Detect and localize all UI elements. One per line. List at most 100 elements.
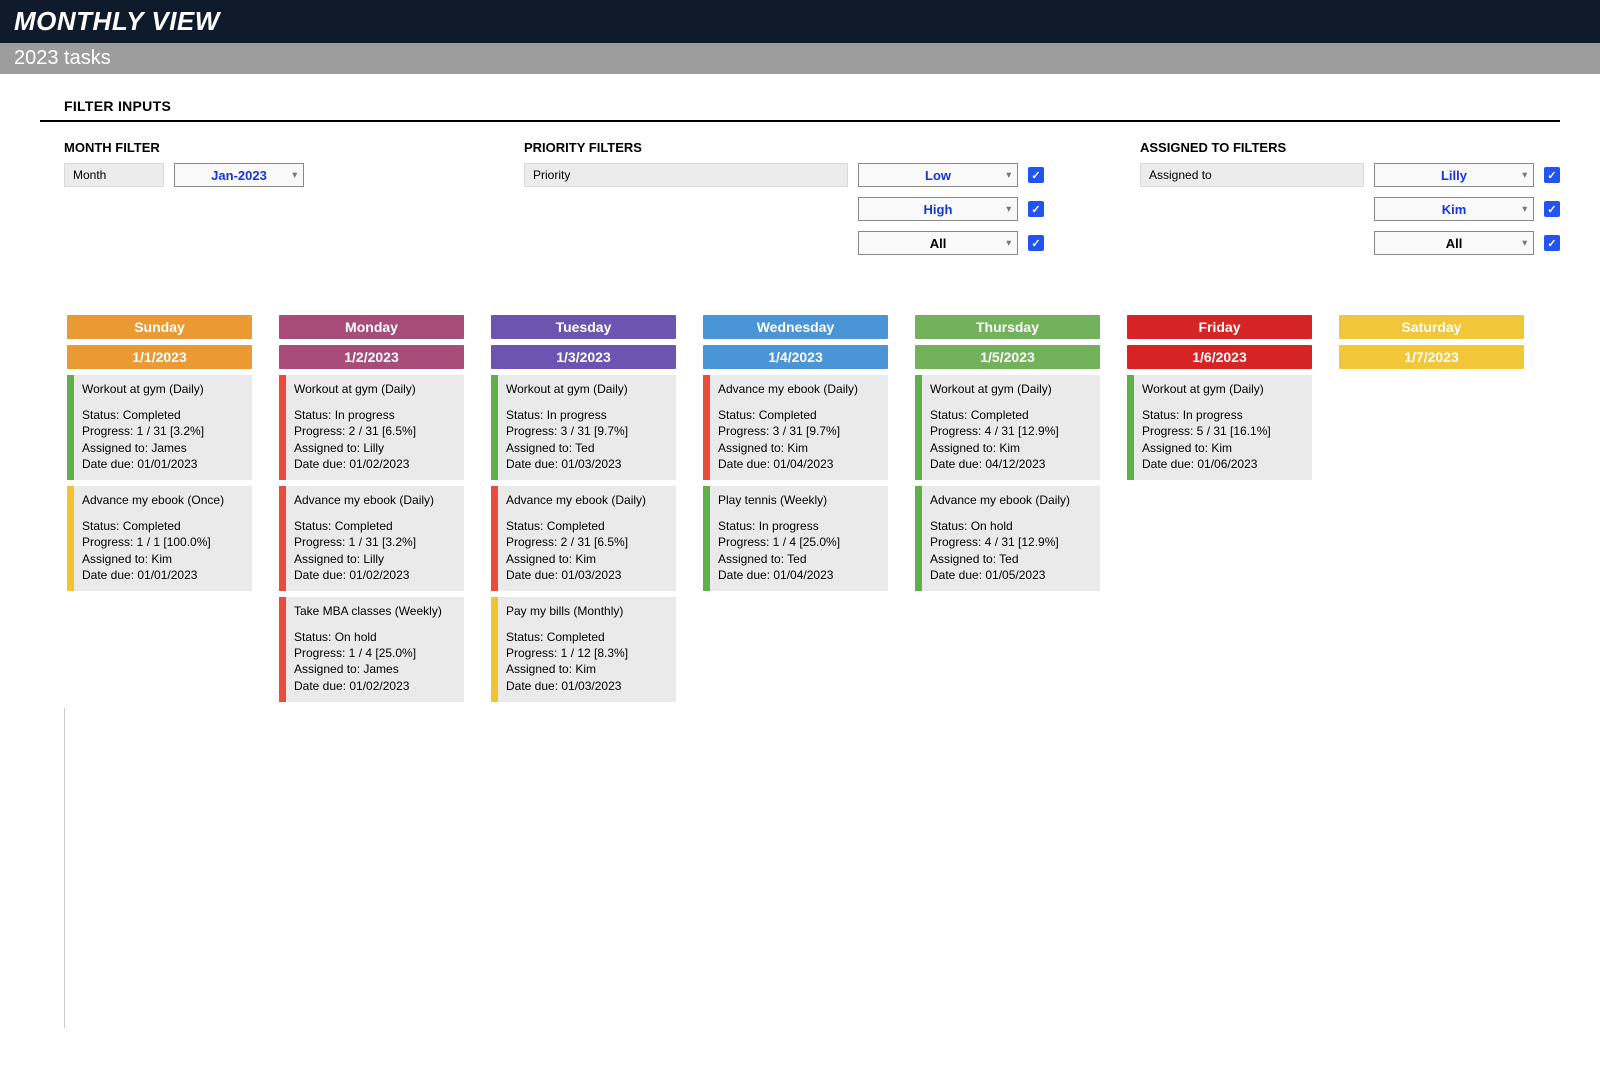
assigned-checkbox[interactable]: ✓: [1544, 235, 1560, 251]
month-filter-group: MONTH FILTER Month Jan-2023 ▾: [64, 140, 444, 265]
task-progress: Progress: 1 / 4 [25.0%]: [294, 645, 456, 661]
task-progress: Progress: 4 / 31 [12.9%]: [930, 423, 1092, 439]
priority-filter-line: All ▾ ✓: [524, 231, 1044, 255]
day-date: 1/5/2023: [915, 345, 1100, 369]
assigned-checkbox[interactable]: ✓: [1544, 201, 1560, 217]
task-body: Play tennis (Weekly)Status: In progressP…: [710, 486, 888, 591]
task-title: Advance my ebook (Daily): [506, 492, 668, 508]
assigned-filter-line: All▾ ✓: [1140, 231, 1560, 255]
task-card[interactable]: Workout at gym (Daily)Status: In progres…: [279, 375, 464, 480]
task-status-stripe: [67, 375, 74, 480]
task-progress: Progress: 2 / 31 [6.5%]: [506, 534, 668, 550]
chevron-down-icon: ▾: [292, 170, 297, 181]
task-card[interactable]: Advance my ebook (Daily)Status: Complete…: [491, 486, 676, 591]
task-card[interactable]: Advance my ebook (Daily)Status: Complete…: [703, 375, 888, 480]
assigned-filter-line: Assigned toLilly▾✓: [1140, 163, 1560, 187]
task-assigned: Assigned to: Kim: [82, 551, 244, 567]
vertical-rule: [64, 708, 1560, 1028]
day-column-friday: Friday 1/6/2023 Workout at gym (Daily)Stat…: [1124, 315, 1312, 480]
week-row: Sunday1/1/2023Workout at gym (Daily)Stat…: [40, 315, 1560, 702]
task-title: Advance my ebook (Once): [82, 492, 244, 508]
filter-section-title: FILTER INPUTS: [40, 92, 1560, 122]
task-card[interactable]: Play tennis (Weekly)Status: In progressP…: [703, 486, 888, 591]
priority-checkbox[interactable]: ✓: [1028, 167, 1044, 183]
task-title: Advance my ebook (Daily): [294, 492, 456, 508]
task-status-stripe: [703, 375, 710, 480]
task-progress: Progress: 3 / 31 [9.7%]: [506, 423, 668, 439]
task-status-stripe: [279, 486, 286, 591]
task-progress: Progress: 2 / 31 [6.5%]: [294, 423, 456, 439]
task-status: Status: Completed: [82, 407, 244, 423]
priority-filter-title: PRIORITY FILTERS: [524, 140, 1044, 155]
task-status: Status: On hold: [294, 629, 456, 645]
task-status-stripe: [491, 597, 498, 702]
day-header: Monday: [279, 315, 464, 339]
task-status-stripe: [915, 375, 922, 480]
task-title: Workout at gym (Daily): [1142, 381, 1304, 397]
assigned-checkbox[interactable]: ✓: [1544, 167, 1560, 183]
task-due: Date due: 01/03/2023: [506, 456, 668, 472]
task-body: Workout at gym (Daily)Status: CompletedP…: [74, 375, 252, 480]
task-status-stripe: [1127, 375, 1134, 480]
priority-select-value: High: [924, 202, 953, 217]
assigned-select[interactable]: Lilly ▾: [1374, 163, 1534, 187]
task-card[interactable]: Take MBA classes (Weekly)Status: On hold…: [279, 597, 464, 702]
month-select[interactable]: Jan-2023 ▾: [174, 163, 304, 187]
page-subtitle: 2023 tasks: [0, 43, 1600, 74]
chevron-down-icon: ▾: [1522, 170, 1527, 181]
priority-select-value: All: [930, 236, 947, 251]
task-title: Advance my ebook (Daily): [718, 381, 880, 397]
task-card[interactable]: Advance my ebook (Daily) Status: Complete…: [279, 486, 464, 591]
assigned-select[interactable]: Kim▾: [1374, 197, 1534, 221]
task-title: Advance my ebook (Daily): [930, 492, 1092, 508]
task-card[interactable]: Pay my bills (Monthly)Status: CompletedP…: [491, 597, 676, 702]
task-status: Status: On hold: [930, 518, 1092, 534]
day-date: 1/2/2023: [279, 345, 464, 369]
assigned-filter-line: Kim▾ ✓: [1140, 197, 1560, 221]
priority-select[interactable]: All ▾: [858, 231, 1018, 255]
priority-filter-label: Priority: [524, 163, 848, 187]
task-card[interactable]: Advance my ebook (Daily)Status: On holdP…: [915, 486, 1100, 591]
task-body: Advance my ebook (Daily)Status: On holdP…: [922, 486, 1100, 591]
priority-select[interactable]: High▾: [858, 197, 1018, 221]
priority-checkbox[interactable]: ✓: [1028, 201, 1044, 217]
day-header: Saturday: [1339, 315, 1524, 339]
task-status-stripe: [491, 375, 498, 480]
day-date: 1/4/2023: [703, 345, 888, 369]
task-assigned: Assigned to: Kim: [718, 440, 880, 456]
assigned-select-value: Lilly: [1441, 168, 1467, 183]
task-progress: Progress: 1 / 4 [25.0%]: [718, 534, 880, 550]
task-assigned: Assigned to: Kim: [1142, 440, 1304, 456]
day-date: 1/6/2023: [1127, 345, 1312, 369]
task-body: Workout at gym (Daily)Status: In progres…: [1134, 375, 1312, 480]
task-title: Workout at gym (Daily): [506, 381, 668, 397]
task-assigned: Assigned to: Lilly: [294, 551, 456, 567]
task-progress: Progress: 3 / 31 [9.7%]: [718, 423, 880, 439]
assigned-filter-group: ASSIGNED TO FILTERS Assigned toLilly▾✓Ki…: [1140, 140, 1560, 265]
task-due: Date due: 04/12/2023: [930, 456, 1092, 472]
task-status: Status: In progress: [506, 407, 668, 423]
chevron-down-icon: ▾: [1006, 238, 1011, 249]
task-progress: Progress: 1 / 31 [3.2%]: [294, 534, 456, 550]
task-status: Status: Completed: [294, 518, 456, 534]
day-header: Friday: [1127, 315, 1312, 339]
task-due: Date due: 01/06/2023: [1142, 456, 1304, 472]
page-title: MONTHLY VIEW: [0, 0, 1600, 43]
task-card[interactable]: Advance my ebook (Once)Status: Completed…: [67, 486, 252, 591]
day-column-saturday: Saturday1/7/2023: [1336, 315, 1524, 369]
priority-select[interactable]: Low▾: [858, 163, 1018, 187]
task-card[interactable]: Workout at gym (Daily) Status: In progres…: [491, 375, 676, 480]
assigned-select[interactable]: All▾: [1374, 231, 1534, 255]
task-card[interactable]: Workout at gym (Daily)Status: In progres…: [1127, 375, 1312, 480]
task-card[interactable]: Workout at gym (Daily)Status: CompletedP…: [915, 375, 1100, 480]
task-progress: Progress: 5 / 31 [16.1%]: [1142, 423, 1304, 439]
task-card[interactable]: Workout at gym (Daily)Status: CompletedP…: [67, 375, 252, 480]
day-column-tuesday: Tuesday1/3/2023Workout at gym (Daily)Sta…: [488, 315, 676, 702]
day-date: 1/3/2023: [491, 345, 676, 369]
day-date: 1/1/2023: [67, 345, 252, 369]
task-assigned: Assigned to: Lilly: [294, 440, 456, 456]
task-title: Pay my bills (Monthly): [506, 603, 668, 619]
priority-filter-line: High▾ ✓: [524, 197, 1044, 221]
priority-checkbox[interactable]: ✓: [1028, 235, 1044, 251]
task-due: Date due: 01/04/2023: [718, 567, 880, 583]
